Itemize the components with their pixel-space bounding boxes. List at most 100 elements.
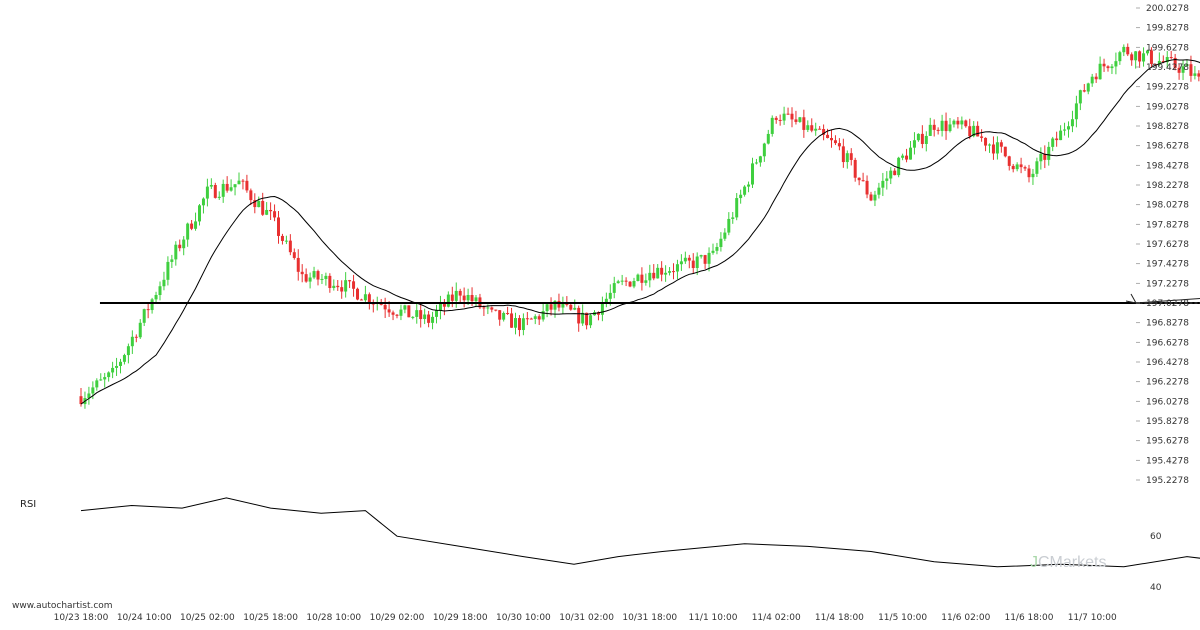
candle-body xyxy=(336,285,340,288)
candle xyxy=(205,178,209,207)
price-tick-label: 195.2278 xyxy=(1146,476,1189,486)
candle xyxy=(1138,50,1142,68)
candle xyxy=(312,266,316,280)
candle-body xyxy=(229,187,233,191)
price-tick-label: 198.4278 xyxy=(1146,161,1189,171)
candle-body xyxy=(683,257,687,262)
candle-body xyxy=(99,379,103,381)
candle xyxy=(1193,66,1197,80)
candle-body xyxy=(462,295,466,301)
candle-body xyxy=(103,377,107,380)
price-tick-label: 197.8278 xyxy=(1146,220,1189,230)
candle-body xyxy=(901,155,905,158)
candle-body xyxy=(1102,63,1106,67)
candle-body xyxy=(549,304,553,310)
candle-body xyxy=(596,312,600,315)
candle-body xyxy=(608,292,612,299)
candle xyxy=(122,353,126,365)
candle xyxy=(794,110,798,125)
candle xyxy=(991,136,995,160)
candle xyxy=(280,233,284,245)
price-tick-label: 197.4278 xyxy=(1146,260,1189,270)
candle-body xyxy=(782,113,786,121)
price-tick-label: 195.6278 xyxy=(1146,437,1189,447)
candle-body xyxy=(960,120,964,125)
date-tick-label: 10/24 10:00 xyxy=(117,613,172,623)
candle xyxy=(936,127,940,135)
candle-body xyxy=(995,142,999,154)
candle xyxy=(359,298,363,301)
candle xyxy=(549,297,553,316)
candle xyxy=(474,295,478,308)
candle-body xyxy=(225,183,229,191)
candle-body xyxy=(359,299,363,301)
candle xyxy=(537,314,541,325)
candle xyxy=(415,303,419,324)
candlestick-series xyxy=(79,43,1200,409)
candle xyxy=(612,276,616,299)
candle-body xyxy=(1003,146,1007,157)
candle xyxy=(999,139,1003,153)
candle-body xyxy=(312,271,316,278)
candle xyxy=(458,288,462,303)
candle xyxy=(253,193,257,214)
broker-watermark: JCMarkets xyxy=(1030,554,1106,571)
price-tick-label: 199.6278 xyxy=(1146,43,1189,53)
candle-body xyxy=(822,129,826,135)
candle-body xyxy=(1082,90,1086,92)
candle-body xyxy=(288,240,292,253)
candle-body xyxy=(502,312,506,320)
candle xyxy=(727,212,731,236)
candle-body xyxy=(320,278,324,280)
candle-body xyxy=(1047,146,1051,160)
candle-body xyxy=(869,194,873,201)
candle xyxy=(719,232,723,252)
candle-body xyxy=(150,299,154,311)
candle xyxy=(411,316,415,320)
candle xyxy=(600,296,604,322)
candle xyxy=(747,181,751,193)
candle-body xyxy=(778,119,782,121)
price-tick-label: 195.4278 xyxy=(1146,456,1189,466)
candle-body xyxy=(87,393,91,399)
candle xyxy=(802,109,806,138)
candle-body xyxy=(1181,66,1185,73)
candle-body xyxy=(541,311,545,320)
candle-body xyxy=(198,205,201,222)
candle xyxy=(830,129,833,148)
candle xyxy=(142,308,146,327)
candle xyxy=(932,119,936,137)
candle-body xyxy=(178,244,182,249)
price-tick-label: 198.0278 xyxy=(1146,201,1189,211)
candle-body xyxy=(340,287,344,292)
candle xyxy=(201,197,205,214)
candle-body xyxy=(1118,52,1122,62)
candle xyxy=(577,305,581,332)
candle xyxy=(660,261,664,282)
candle-body xyxy=(91,387,95,394)
candle-body xyxy=(826,134,830,139)
candle xyxy=(976,121,980,137)
candle xyxy=(348,279,352,289)
candle-body xyxy=(348,280,352,282)
candle-body xyxy=(924,135,928,144)
candle-body xyxy=(213,185,217,198)
candle-body xyxy=(142,309,146,323)
candle-body xyxy=(1138,51,1142,62)
candle-body xyxy=(774,117,778,120)
candle-body xyxy=(770,117,774,134)
candle-body xyxy=(786,113,790,115)
date-tick-label: 11/6 18:00 xyxy=(1004,613,1053,623)
candle-body xyxy=(952,120,956,125)
candle xyxy=(723,228,727,241)
candle xyxy=(924,131,928,152)
candle-body xyxy=(284,240,288,242)
candle xyxy=(956,117,960,129)
date-tick-label: 10/25 02:00 xyxy=(180,613,235,623)
candle-body xyxy=(205,186,209,199)
candle-body xyxy=(928,124,932,136)
candle-body xyxy=(916,133,920,141)
candle-body xyxy=(557,300,561,308)
candle xyxy=(1063,122,1067,136)
candle-body xyxy=(553,300,557,310)
